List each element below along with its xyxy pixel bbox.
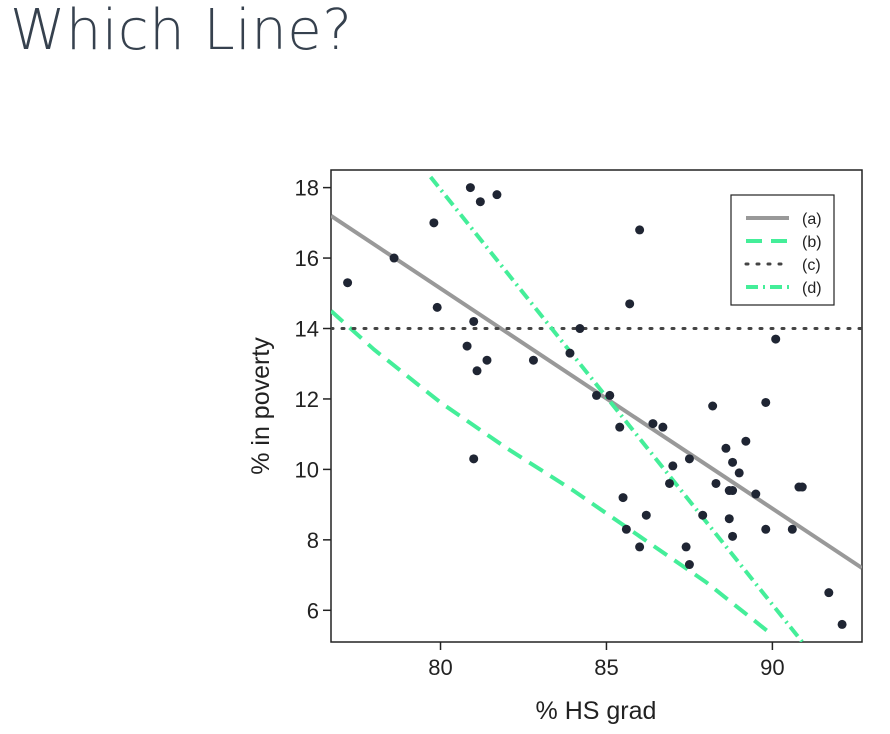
data-point: [771, 334, 781, 344]
data-point: [621, 524, 631, 534]
data-point: [658, 422, 668, 432]
y-tick-label: 14: [295, 317, 319, 342]
data-point: [641, 510, 651, 520]
data-point: [635, 542, 645, 552]
data-point: [469, 316, 479, 326]
line-b: [331, 309, 774, 637]
data-point: [475, 197, 485, 207]
data-point: [635, 225, 645, 235]
data-point: [492, 190, 502, 200]
data-point: [469, 454, 479, 464]
data-point: [605, 390, 615, 400]
data-point: [824, 588, 834, 598]
y-tick-label: 10: [295, 457, 319, 482]
data-point: [575, 324, 585, 334]
y-tick-label: 16: [295, 246, 319, 271]
plot-frame: [330, 169, 863, 643]
data-point: [565, 348, 575, 358]
data-point: [681, 542, 691, 552]
data-point: [698, 510, 708, 520]
data-point: [761, 397, 771, 407]
data-point: [728, 457, 738, 467]
data-point: [751, 489, 761, 499]
data-point: [708, 401, 718, 411]
legend-label: (c): [802, 257, 821, 274]
data-point: [432, 302, 442, 312]
data-point: [741, 436, 751, 446]
y-axis: 6 8 10 12 14 16 18: [295, 176, 331, 623]
data-point: [728, 486, 738, 496]
data-point: [684, 560, 694, 570]
data-point: [787, 524, 797, 534]
data-point: [761, 524, 771, 534]
data-point: [472, 366, 482, 376]
data-point: [684, 454, 694, 464]
x-tick-label: 90: [760, 655, 784, 680]
data-point: [615, 422, 625, 432]
y-tick-label: 18: [295, 176, 319, 201]
y-axis-label: % in poverty: [247, 337, 275, 475]
data-point: [724, 514, 734, 524]
data-points: [343, 183, 847, 629]
data-point: [625, 299, 635, 309]
data-point: [592, 390, 601, 400]
data-point: [721, 443, 731, 453]
y-tick-label: 8: [307, 528, 319, 553]
data-point: [343, 278, 353, 288]
data-point: [648, 419, 658, 429]
data-point: [465, 183, 475, 193]
slide-title: Which Line?: [10, 0, 353, 63]
data-point: [618, 493, 628, 503]
y-tick-label: 6: [307, 598, 319, 623]
legend-label: (b): [802, 234, 822, 251]
data-point: [482, 355, 492, 365]
data-point: [528, 355, 538, 365]
data-point: [734, 468, 744, 478]
legend-label: (d): [802, 280, 822, 297]
data-point: [668, 461, 678, 471]
x-axis: 80 85 90: [428, 642, 785, 680]
data-point: [389, 253, 399, 263]
legend-label: (a): [802, 211, 822, 228]
data-point: [665, 478, 675, 488]
data-point: [711, 478, 721, 488]
data-point: [797, 482, 807, 492]
y-tick-label: 12: [295, 387, 319, 412]
legend: (a) (b) (c) (d): [730, 194, 835, 306]
data-point: [728, 531, 738, 541]
data-point: [462, 341, 472, 351]
line-d: [429, 175, 804, 642]
x-tick-label: 85: [594, 655, 618, 680]
data-point: [429, 218, 439, 228]
x-axis-label: % HS grad: [536, 697, 657, 725]
x-tick-label: 80: [428, 655, 452, 680]
data-point: [837, 619, 847, 629]
